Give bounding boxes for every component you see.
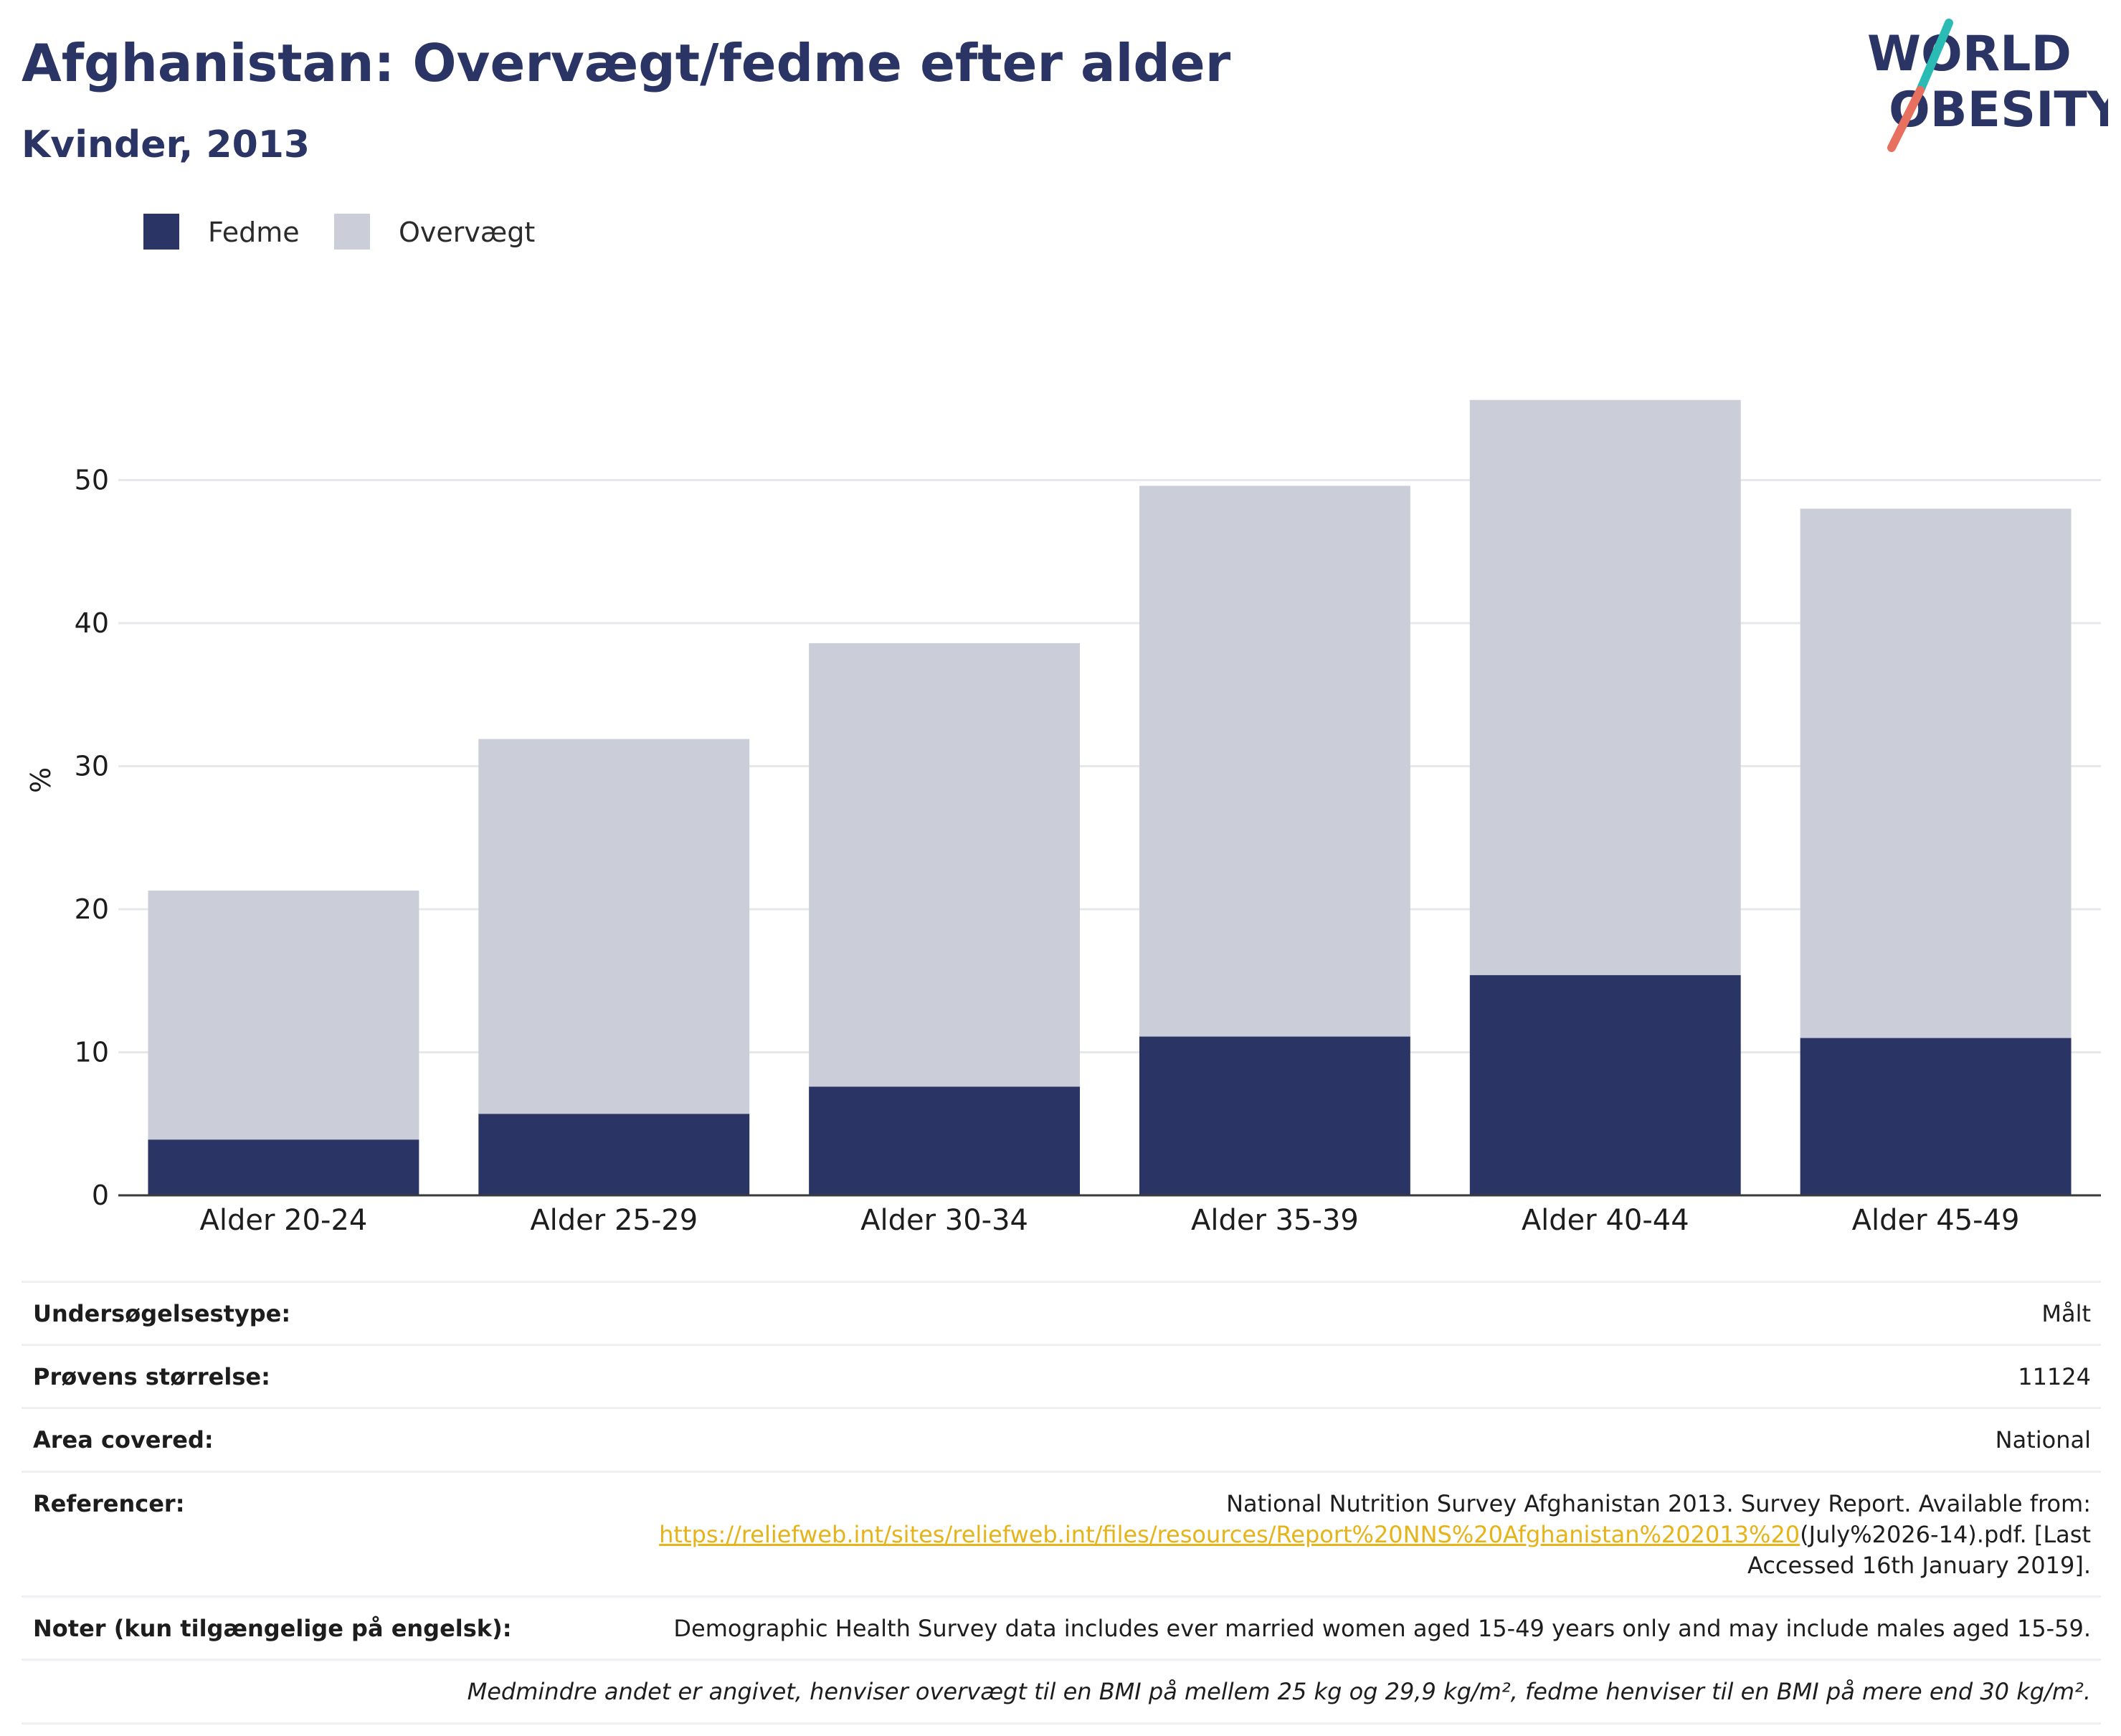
chart-title: Afghanistan: Overvægt/fedme efter alder [22,33,1231,93]
y-tick-label: 20 [75,893,109,925]
bar-fedme-6[interactable] [1800,1038,2072,1195]
bar-overvaegt-2[interactable] [478,739,750,1114]
logo-slash-teal [1916,19,1953,95]
bar-overvaegt-1[interactable] [148,891,419,1140]
table-row: Undersøgelsestype: Målt [22,1280,2101,1345]
logo-text-obesity: OBESITY [1889,82,2108,138]
bar-overvaegt-6[interactable] [1800,508,2072,1038]
bar-fedme-1[interactable] [148,1139,419,1195]
logo-text-world: WORLD [1867,26,2072,82]
references-text-after: (July%2026-14).pdf. [Last Accessed 16th … [1747,1520,2091,1579]
axis-layer: 0 10 20 30 40 50 Alder 20-24 Alder 25-29 Alder 3… [75,465,2101,1237]
x-tick-label: Alder 20-24 [199,1204,367,1237]
sample-size-label: Prøvens størrelse: [22,1344,545,1408]
x-tick-label: Alder 25-29 [530,1204,698,1237]
table-row: Medmindre andet er angivet, henviser ove… [22,1659,2101,1725]
table-row: Prøvens størrelse: 11124 [22,1344,2101,1408]
bar-layer [148,399,2072,1195]
survey-info-table: Undersøgelsestype: Målt Prøvens størrels… [22,1280,2101,1725]
x-tick-label: Alder 30-34 [860,1204,1028,1237]
y-tick-label: 30 [75,751,109,782]
references-label: Referencer: [22,1470,545,1597]
legend-label-overvaegt: Overvægt [399,217,536,248]
bar-overvaegt-5[interactable] [1469,399,1741,975]
references-text: National Nutrition Survey Afghanistan 20… [1226,1489,2091,1517]
table-row: Noter (kun tilgængelige på engelsk): Dem… [22,1595,2101,1660]
area-covered-label: Area covered: [22,1407,545,1472]
y-tick-label: 10 [75,1037,109,1068]
survey-type-value: Målt [545,1280,2101,1345]
stacked-bar-chart: 0 10 20 30 40 50 Alder 20-24 Alder 25-29 Alder 3… [25,399,2101,1237]
bar-fedme-2[interactable] [478,1114,750,1195]
bmi-footnote: Medmindre andet er angivet, henviser ove… [22,1659,2101,1725]
y-tick-label: 40 [75,607,109,639]
y-tick-label: 0 [92,1180,109,1211]
area-covered-value: National [545,1407,2101,1472]
references-value: National Nutrition Survey Afghanistan 20… [545,1470,2101,1597]
notes-value: Demographic Health Survey data includes … [545,1595,2101,1660]
logo-slash-coral [1887,86,1925,152]
reference-link[interactable]: https://reliefweb.int/sites/reliefweb.in… [659,1520,1800,1548]
notes-label: Noter (kun tilgængelige på engelsk): [22,1595,545,1660]
bar-fedme-4[interactable] [1139,1036,1410,1195]
chart-subtitle: Kvinder, 2013 [22,123,310,166]
y-axis-label: % [25,767,57,793]
table-row: Referencer: National Nutrition Survey Af… [22,1470,2101,1597]
sample-size-value: 11124 [545,1344,2101,1408]
x-tick-label: Alder 45-49 [1852,1204,2020,1237]
x-tick-label: Alder 35-39 [1191,1204,1359,1237]
bar-fedme-3[interactable] [809,1086,1081,1195]
legend-swatch-overvaegt [334,214,370,250]
x-tick-label: Alder 40-44 [1522,1204,1689,1237]
y-tick-label: 50 [75,465,109,496]
grid-layer [118,479,2101,1053]
survey-type-label: Undersøgelsestype: [22,1280,545,1345]
world-obesity-logo: WORLD OBESITY [1867,19,2108,152]
bar-overvaegt-3[interactable] [809,642,1081,1087]
bar-fedme-5[interactable] [1469,974,1741,1195]
table-row: Area covered: National [22,1407,2101,1472]
bar-overvaegt-4[interactable] [1139,485,1410,1037]
legend-swatch-fedme [143,214,179,250]
legend-label-fedme: Fedme [208,217,300,248]
